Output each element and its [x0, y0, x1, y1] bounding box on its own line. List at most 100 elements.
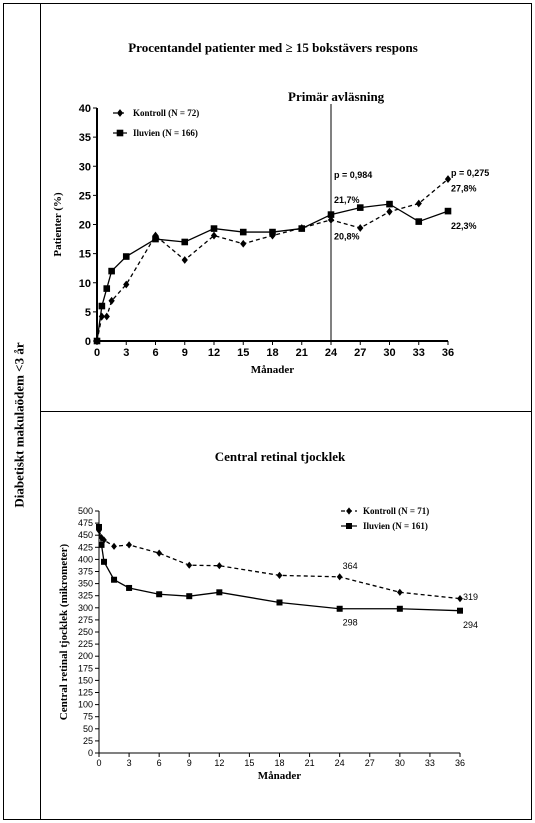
data-point-iluvien	[210, 225, 218, 232]
x-tick-label: 33	[425, 758, 435, 768]
annotation-label: p = 0,984	[334, 170, 372, 180]
y-tick-label: 20	[79, 220, 91, 232]
x-tick-label: 18	[266, 347, 278, 359]
y-tick-label: 175	[78, 663, 93, 673]
x-tick-label: 24	[335, 758, 345, 768]
x-tick-label: 6	[157, 758, 162, 768]
y-tick-label: 425	[78, 542, 93, 552]
data-point-iluvien	[98, 541, 105, 548]
data-point-iluvien	[156, 591, 163, 598]
y-tick-label: 10	[79, 278, 91, 290]
annotation-label: 298	[343, 617, 358, 627]
y-tick-label: 200	[78, 651, 93, 661]
data-point-iluvien	[126, 584, 133, 591]
side-label: Diabetiskt makulaödem <3 år	[4, 30, 36, 820]
annotation-label: 20,8%	[334, 232, 360, 242]
x-tick-label: 0	[94, 347, 100, 359]
legend-label: Kontroll (N = 71)	[363, 506, 429, 516]
chart-title: Procentandel patienter med ≥ 15 bokstäve…	[128, 40, 418, 55]
data-point-kontroll	[123, 280, 130, 289]
x-tick-label: 27	[354, 347, 366, 359]
annotation-label: 364	[343, 561, 358, 571]
y-tick-label: 350	[78, 579, 93, 589]
y-tick-label: 40	[79, 103, 91, 115]
data-point-kontroll	[336, 573, 343, 581]
y-tick-label: 30	[79, 161, 91, 173]
chart-letter-response: Procentandel patienter med ≥ 15 bokstäve…	[52, 40, 489, 376]
data-point-iluvien	[93, 337, 101, 345]
y-tick-label: 150	[78, 675, 93, 685]
data-point-kontroll	[457, 595, 463, 603]
data-point-kontroll	[210, 231, 218, 240]
data-point-iluvien	[108, 267, 115, 275]
data-point-kontroll	[240, 239, 247, 248]
data-point-kontroll	[108, 296, 115, 305]
data-point-kontroll	[415, 199, 422, 208]
x-tick-label: 15	[244, 758, 254, 768]
legend-marker	[116, 109, 124, 117]
legend-label: Kontroll (N = 72)	[133, 108, 199, 118]
x-tick-label: 3	[127, 758, 132, 768]
data-point-kontroll	[396, 588, 403, 596]
data-point-iluvien	[96, 523, 102, 530]
data-point-iluvien	[98, 302, 106, 310]
data-point-kontroll	[269, 231, 276, 240]
data-point-kontroll	[357, 224, 364, 232]
y-axis-label: Patienter (%)	[52, 192, 64, 257]
y-tick-label: 225	[78, 639, 93, 649]
x-tick-label: 36	[455, 758, 465, 768]
y-tick-label: 325	[78, 591, 93, 601]
data-point-iluvien	[111, 576, 118, 583]
x-axis-label: Månader	[258, 770, 302, 782]
y-tick-label: 250	[78, 627, 93, 637]
data-point-iluvien	[457, 607, 463, 614]
data-point-iluvien	[336, 605, 343, 612]
legend-marker	[346, 523, 352, 529]
data-point-kontroll	[156, 549, 163, 557]
annotation-label: p = 0,275	[451, 168, 489, 178]
x-tick-label: 21	[305, 758, 315, 768]
x-tick-label: 21	[296, 347, 308, 359]
y-tick-label: 400	[78, 554, 93, 564]
data-point-iluvien	[152, 235, 159, 243]
x-tick-label: 36	[442, 347, 454, 359]
series-line-kontroll	[96, 178, 449, 342]
data-point-iluvien	[396, 605, 403, 612]
data-point-kontroll	[216, 562, 223, 570]
y-tick-label: 35	[79, 132, 91, 144]
data-point-iluvien	[269, 228, 276, 236]
data-point-kontroll	[386, 207, 393, 216]
data-point-kontroll	[444, 175, 452, 183]
y-tick-label: 125	[78, 688, 93, 698]
data-point-iluvien	[298, 225, 306, 232]
data-point-iluvien	[186, 593, 193, 600]
x-tick-label: 9	[182, 347, 188, 359]
annotation-label: 22,3%	[451, 221, 477, 231]
y-tick-label: 0	[85, 336, 91, 348]
x-tick-label: 12	[214, 758, 224, 768]
legend-marker	[346, 507, 352, 515]
y-tick-label: 25	[83, 736, 93, 746]
x-tick-label: 24	[325, 347, 338, 359]
data-point-iluvien	[276, 599, 283, 606]
x-tick-label: 18	[274, 758, 284, 768]
y-tick-label: 275	[78, 615, 93, 625]
data-point-iluvien	[356, 204, 364, 211]
x-tick-label: 6	[152, 347, 158, 359]
data-point-iluvien	[216, 589, 223, 596]
data-point-iluvien	[415, 218, 423, 225]
y-tick-label: 300	[78, 603, 93, 613]
y-tick-label: 375	[78, 567, 93, 577]
series-line-iluvien	[98, 526, 461, 612]
annotation-label: 21,7%	[334, 195, 360, 205]
data-point-kontroll	[111, 542, 117, 550]
data-point-kontroll	[101, 536, 107, 544]
data-point-iluvien	[444, 207, 452, 215]
annotation-label: 27,8%	[451, 183, 477, 193]
data-point-kontroll	[186, 561, 193, 569]
data-point-kontroll	[181, 256, 188, 264]
series-line-kontroll	[98, 530, 461, 600]
legend-label: Iluvien (N = 161)	[363, 521, 428, 531]
data-point-kontroll	[103, 312, 110, 321]
